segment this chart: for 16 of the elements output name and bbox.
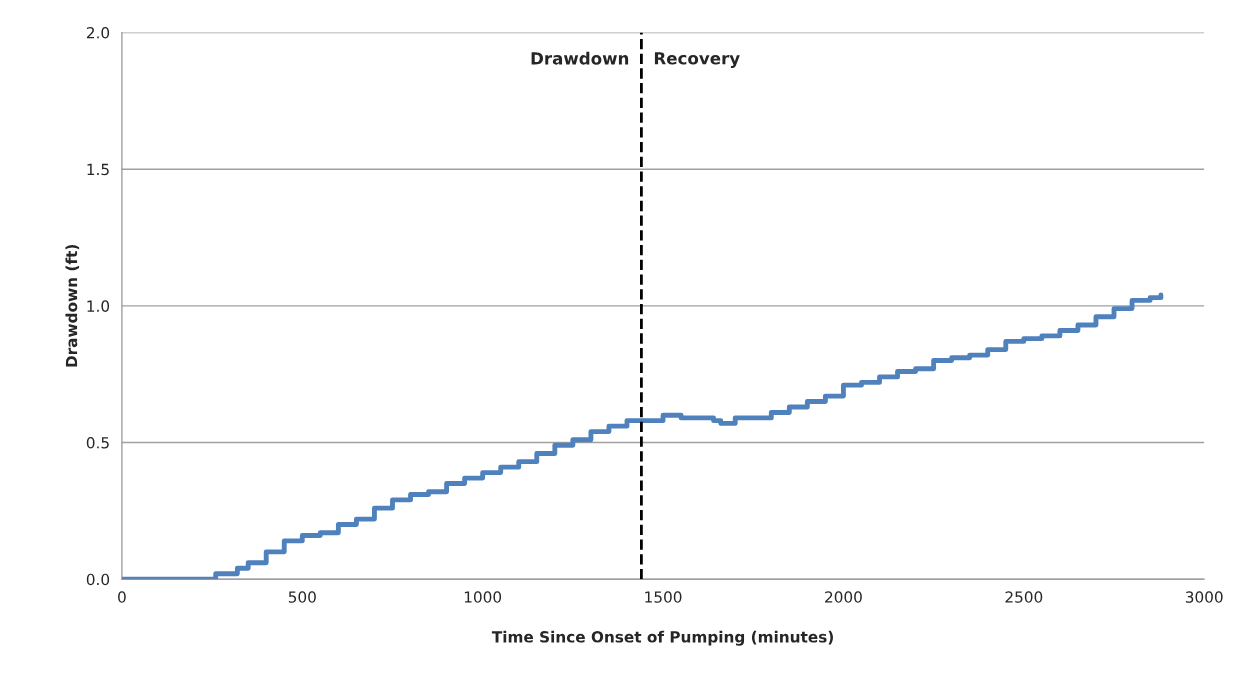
x-tick-label: 2500 (1005, 591, 1043, 603)
y-tick-label: 0.5 (86, 437, 109, 449)
annotation: Drawdown (531, 51, 629, 65)
x-tick-label: 1000 (464, 591, 502, 603)
x-tick-label: 3000 (1185, 591, 1223, 603)
x-tick-label: 500 (288, 591, 316, 603)
y-tick-label: 2.0 (86, 26, 110, 39)
y-tick-label: 1.0 (87, 300, 110, 312)
x-axis-title: Time Since Onset of Pumping (minutes) (491, 630, 833, 646)
x-tick-label: 0 (118, 591, 126, 603)
y-tick-label: 1.5 (87, 163, 109, 176)
x-tick-label: 2000 (825, 591, 862, 603)
y-axis-title: Drawdown (ft) (65, 245, 80, 367)
x-tick-label: 1500 (645, 591, 682, 603)
annotation: Recovery (654, 52, 740, 68)
y-tick-label: 0.0 (86, 573, 110, 586)
